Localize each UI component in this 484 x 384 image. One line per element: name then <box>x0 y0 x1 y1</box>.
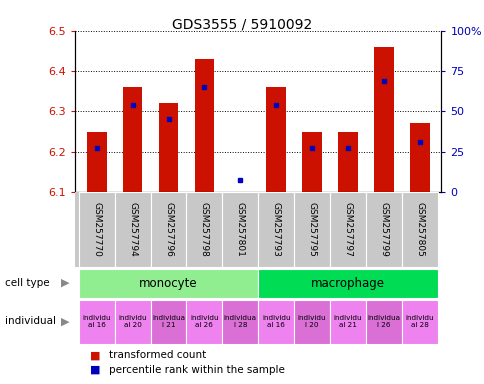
Text: macrophage: macrophage <box>310 277 384 290</box>
Bar <box>114 192 150 267</box>
Bar <box>78 192 114 267</box>
Bar <box>401 192 437 267</box>
Bar <box>330 300 365 344</box>
Bar <box>122 87 142 192</box>
Text: GSM257795: GSM257795 <box>307 202 316 257</box>
Bar <box>78 300 114 344</box>
Bar <box>222 192 257 267</box>
Bar <box>150 192 186 267</box>
Bar <box>78 269 257 298</box>
Text: individua
l 28: individua l 28 <box>223 315 257 328</box>
Text: GSM257798: GSM257798 <box>199 202 209 257</box>
Bar <box>257 192 294 267</box>
Text: GSM257793: GSM257793 <box>271 202 280 257</box>
Bar <box>337 131 357 192</box>
Text: individual: individual <box>5 316 56 326</box>
Bar <box>373 47 393 192</box>
Bar <box>257 269 437 298</box>
Text: individu
al 21: individu al 21 <box>333 315 362 328</box>
Text: individu
al 28: individu al 28 <box>405 315 433 328</box>
Bar <box>158 103 178 192</box>
Bar <box>409 124 429 192</box>
Text: individua
l 21: individua l 21 <box>151 315 184 328</box>
Bar <box>401 300 437 344</box>
Bar <box>365 192 401 267</box>
Text: ▶: ▶ <box>61 316 70 326</box>
Text: GSM257799: GSM257799 <box>378 202 388 257</box>
Bar <box>294 192 330 267</box>
Text: GDS3555 / 5910092: GDS3555 / 5910092 <box>172 17 312 31</box>
Text: transformed count: transformed count <box>109 350 206 360</box>
Bar <box>114 300 150 344</box>
Text: individua
l 26: individua l 26 <box>367 315 400 328</box>
Text: ▶: ▶ <box>61 278 70 288</box>
Bar <box>150 300 186 344</box>
Text: monocyte: monocyte <box>139 277 197 290</box>
Text: ■: ■ <box>90 350 100 360</box>
Text: cell type: cell type <box>5 278 49 288</box>
Text: individu
al 26: individu al 26 <box>190 315 218 328</box>
Text: individu
al 20: individu al 20 <box>118 315 147 328</box>
Text: individu
al 16: individu al 16 <box>261 315 290 328</box>
Text: GSM257796: GSM257796 <box>164 202 173 257</box>
Text: GSM257794: GSM257794 <box>128 202 137 257</box>
Text: GSM257770: GSM257770 <box>92 202 101 257</box>
Text: ■: ■ <box>90 365 100 375</box>
Bar <box>294 300 330 344</box>
Text: GSM257805: GSM257805 <box>414 202 424 257</box>
Bar <box>330 192 365 267</box>
Bar <box>222 300 257 344</box>
Text: percentile rank within the sample: percentile rank within the sample <box>109 365 285 375</box>
Bar <box>365 300 401 344</box>
Bar <box>186 300 222 344</box>
Bar <box>194 59 214 192</box>
Text: GSM257801: GSM257801 <box>235 202 244 257</box>
Text: individu
l 20: individu l 20 <box>297 315 326 328</box>
Bar <box>257 300 294 344</box>
Bar <box>266 87 286 192</box>
Bar <box>302 131 321 192</box>
Text: individu
al 16: individu al 16 <box>82 315 111 328</box>
Bar <box>87 131 106 192</box>
Text: GSM257797: GSM257797 <box>343 202 352 257</box>
Bar <box>186 192 222 267</box>
